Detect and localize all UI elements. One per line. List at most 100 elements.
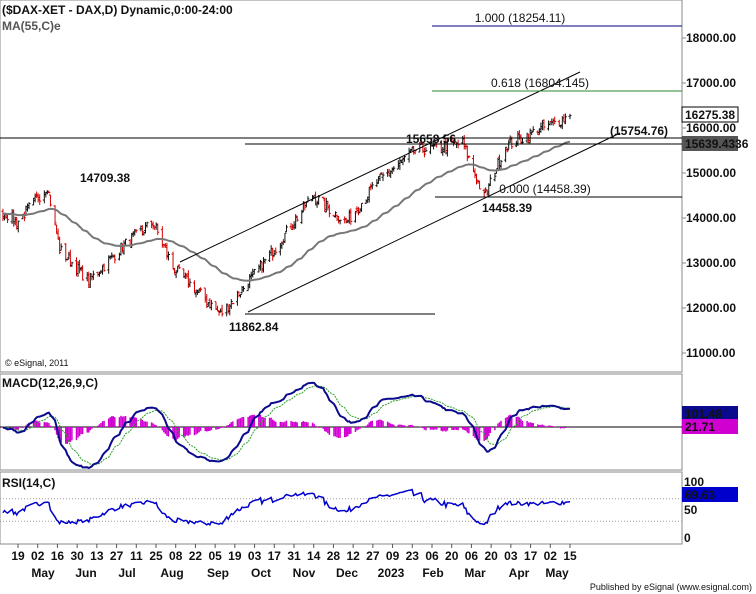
price-bar[interactable]	[38, 194, 42, 206]
price-bar[interactable]	[381, 172, 385, 182]
rsi-panel[interactable]	[0, 471, 683, 545]
macd-value-badge: 101.48	[682, 406, 738, 421]
price-bar[interactable]	[199, 287, 203, 292]
price-bar[interactable]	[217, 309, 221, 316]
price-bar[interactable]	[424, 147, 428, 153]
price-bar[interactable]	[229, 299, 233, 309]
price-bar[interactable]	[48, 194, 52, 207]
price-bar[interactable]	[58, 236, 62, 255]
price-bar[interactable]	[188, 278, 192, 287]
price-bar[interactable]	[505, 147, 509, 153]
ma55-line[interactable]	[2, 140, 571, 282]
rsi-line[interactable]	[2, 488, 571, 527]
y-tick-label: 13000.00	[686, 256, 736, 270]
price-bar[interactable]	[231, 302, 235, 305]
price-bar[interactable]	[482, 188, 486, 197]
price-bar[interactable]	[453, 140, 457, 143]
badge-bg	[682, 107, 738, 122]
fib-level[interactable]: 1.000 (18254.11)	[432, 11, 682, 27]
price-bar[interactable]	[334, 211, 338, 218]
month-label: Feb	[422, 566, 443, 580]
month-label: May	[545, 566, 569, 580]
price-bar[interactable]	[338, 219, 342, 225]
price-bar[interactable]	[145, 221, 149, 228]
price-bar[interactable]	[445, 140, 449, 157]
price-bar[interactable]	[499, 159, 503, 170]
fib-level[interactable]: 0.000 (14458.39)	[435, 182, 682, 198]
price-bar[interactable]	[47, 190, 51, 194]
month-label: Mar	[464, 566, 486, 580]
price-bar[interactable]	[113, 254, 117, 264]
macd-line[interactable]	[2, 381, 571, 470]
price-bar[interactable]	[493, 172, 497, 182]
channel-upper-line[interactable]	[179, 71, 581, 263]
price-bar[interactable]	[327, 204, 331, 218]
price-bar[interactable]	[520, 138, 524, 144]
fib-level[interactable]: 0.618 (16804.145)	[432, 76, 682, 92]
price-bar[interactable]	[274, 247, 278, 256]
month-label: May	[31, 566, 55, 580]
price-bar[interactable]	[102, 263, 106, 272]
x-tick-label: 28	[327, 549, 341, 563]
price-bar[interactable]	[151, 221, 155, 230]
price-bar[interactable]	[91, 270, 95, 280]
price-bar[interactable]	[27, 202, 31, 210]
price-bar[interactable]	[295, 215, 299, 222]
price-bar[interactable]	[360, 202, 364, 212]
price-bar[interactable]	[510, 136, 514, 149]
price-bar[interactable]	[349, 208, 353, 225]
fib-label: 0.618 (16804.145)	[491, 76, 589, 90]
price-bar[interactable]	[568, 113, 572, 120]
price-bar[interactable]	[504, 146, 508, 163]
macd-signal-line[interactable]	[2, 385, 571, 465]
price-bar[interactable]	[467, 155, 471, 159]
price-bar[interactable]	[488, 174, 492, 187]
price-bar[interactable]	[542, 119, 546, 131]
badge-text: 15639.4336	[685, 137, 749, 151]
channel-lower-line[interactable]	[247, 132, 621, 313]
price-bar[interactable]	[452, 139, 456, 147]
price-bar[interactable]	[81, 265, 85, 281]
price-bar[interactable]	[392, 166, 396, 172]
price-bar[interactable]	[271, 247, 275, 261]
price-bar[interactable]	[177, 264, 181, 270]
price-bar[interactable]	[422, 147, 426, 158]
price-bar[interactable]	[478, 180, 482, 190]
price-bar[interactable]	[166, 251, 170, 261]
x-tick-label: 19	[11, 549, 25, 563]
badge-text: 101.48	[685, 407, 722, 421]
price-bar[interactable]	[209, 299, 213, 311]
price-bar[interactable]	[252, 269, 256, 275]
price-bar[interactable]	[59, 243, 63, 251]
price-bar[interactable]	[528, 128, 532, 144]
month-label: Apr	[509, 566, 530, 580]
price-bar[interactable]	[65, 258, 69, 261]
price-bar[interactable]	[531, 126, 535, 132]
price-bar[interactable]	[174, 270, 178, 279]
price-bar[interactable]	[134, 229, 138, 233]
x-tick-label: 08	[169, 549, 183, 563]
price-bar[interactable]	[553, 116, 557, 125]
price-bar[interactable]	[238, 293, 242, 298]
histogram-value-badge: 21.71	[682, 419, 738, 434]
price-bar[interactable]	[284, 224, 288, 233]
price-bar[interactable]	[530, 131, 534, 136]
price-bar[interactable]	[263, 258, 267, 264]
price-bar[interactable]	[370, 181, 374, 190]
price-bar[interactable]	[283, 232, 287, 243]
price-bar[interactable]	[402, 154, 406, 162]
price-bar[interactable]	[140, 225, 144, 236]
price-bar[interactable]	[88, 273, 92, 288]
price-bar[interactable]	[220, 304, 224, 317]
price-bar[interactable]	[156, 223, 160, 236]
price-bar[interactable]	[225, 303, 229, 317]
price-bar[interactable]	[70, 261, 74, 267]
price-bar[interactable]	[258, 259, 262, 271]
price-bar[interactable]	[242, 286, 246, 292]
price-bar[interactable]	[16, 220, 20, 233]
trendlines	[0, 71, 682, 315]
price-bar[interactable]	[563, 113, 567, 125]
price-bar[interactable]	[110, 252, 114, 259]
